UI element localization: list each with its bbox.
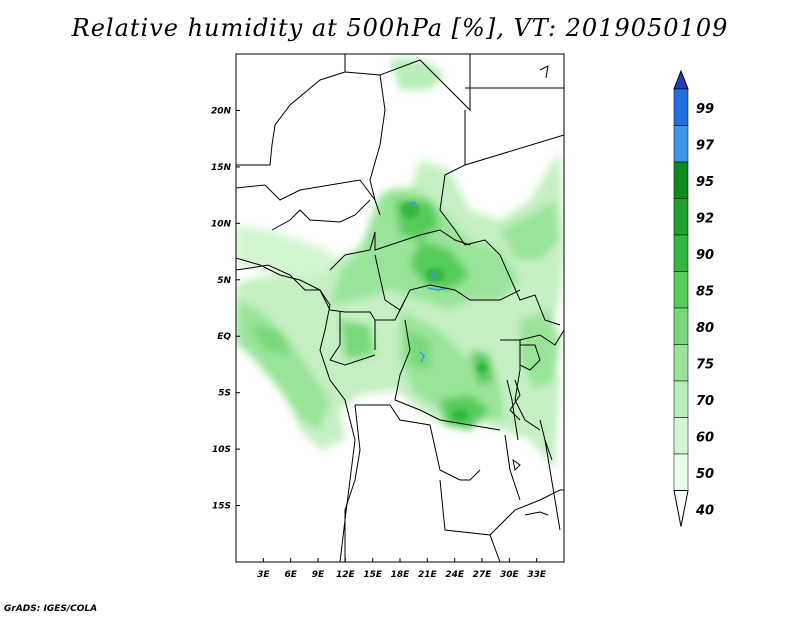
- x-axis: 3E 6E 9E 12E 15E 18E 21E 24E 27E 30E 33E: [257, 558, 547, 580]
- x-tick-label: 6E: [284, 570, 297, 580]
- y-tick-label: 10S: [212, 445, 231, 455]
- colorbar-label: 95: [696, 175, 714, 190]
- colorbar-segment: [673, 453, 689, 491]
- y-axis: 20N 15N 10N 5N EQ 5S 10S 15S: [211, 106, 240, 512]
- colorbar-top-arrow: [673, 69, 689, 90]
- colorbar-segment: [673, 380, 689, 418]
- x-tick-label: 33E: [527, 570, 547, 580]
- colorbar-label: 85: [696, 285, 714, 300]
- colorbar-segment: [673, 417, 689, 455]
- colorbar-label: 92: [696, 212, 714, 227]
- y-tick-label: 5N: [217, 276, 231, 286]
- x-tick-label: 12E: [336, 570, 356, 580]
- colorbar-label: 60: [696, 431, 714, 446]
- colorbar-segment: [673, 161, 689, 199]
- y-tick-label: 10N: [211, 219, 232, 229]
- colorbar-segment: [673, 234, 689, 272]
- colorbar-segment: [673, 271, 689, 309]
- colorbar-label: 70: [696, 394, 714, 409]
- colorbar-label: 97: [696, 139, 715, 154]
- colorbar: 99 97 95 92 90 85 80 75 70 60 50 40: [673, 69, 715, 527]
- y-tick-label: EQ: [217, 332, 231, 342]
- colorbar-segment: [673, 88, 689, 126]
- colorbar-segment: [673, 125, 689, 163]
- colorbar-label: 50: [696, 467, 714, 482]
- humidity-field: [236, 58, 564, 470]
- x-tick-label: 30E: [500, 570, 520, 580]
- colorbar-label: 99: [696, 102, 714, 117]
- y-tick-label: 20N: [211, 106, 232, 116]
- x-tick-label: 21E: [418, 570, 438, 580]
- y-tick-label: 15N: [211, 163, 232, 173]
- colorbar-bottom-arrow: [673, 490, 689, 527]
- x-tick-label: 27E: [473, 570, 493, 580]
- x-tick-label: 15E: [363, 570, 383, 580]
- colorbar-label: 80: [696, 321, 714, 336]
- colorbar-label: 90: [696, 248, 714, 263]
- colorbar-segment: [673, 307, 689, 345]
- x-tick-label: 24E: [445, 570, 465, 580]
- y-tick-label: 5S: [218, 389, 231, 399]
- colorbar-segment: [673, 344, 689, 382]
- x-tick-label: 9E: [312, 570, 325, 580]
- y-tick-label: 15S: [212, 502, 231, 512]
- country-borders: [236, 54, 564, 562]
- footer-credit: GrADS: IGES/COLA: [4, 604, 98, 614]
- map-title: Relative humidity at 500hPa [%], VT: 201…: [71, 14, 729, 42]
- x-tick-label: 18E: [391, 570, 411, 580]
- colorbar-segment: [673, 198, 689, 236]
- x-tick-label: 3E: [257, 570, 270, 580]
- colorbar-label: 75: [696, 358, 714, 373]
- colorbar-label: 40: [695, 504, 714, 519]
